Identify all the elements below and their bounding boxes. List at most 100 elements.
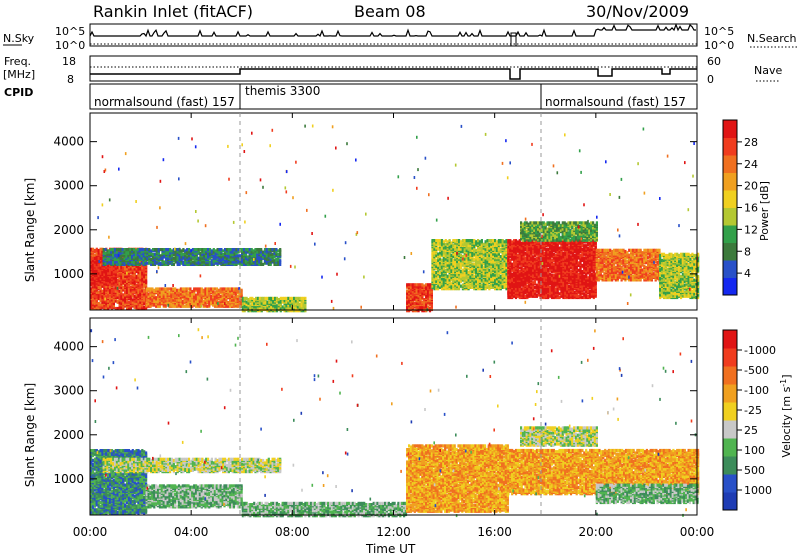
data-cell [210,287,212,290]
data-cell [203,248,205,251]
data-cell [116,248,118,251]
data-cell [187,287,189,290]
data-cell [237,248,239,251]
data-cell [182,260,184,263]
data-cell [118,248,120,251]
data-cell [276,304,278,307]
data-cell [275,258,277,261]
data-cell [209,260,211,263]
data-cell [270,248,272,251]
data-cell [435,286,437,289]
data-cell [139,263,141,266]
data-cell [159,287,161,290]
freq-tick-bottom: 8 [67,73,74,86]
data-cell [289,297,291,300]
data-cell [295,297,297,300]
data-cell [137,248,139,251]
data-cell [213,248,215,251]
data-cell [496,240,498,243]
data-cell [449,239,451,242]
data-cell [246,297,248,300]
data-cell [212,287,214,290]
data-cell [108,249,110,252]
data-cell [460,254,462,257]
data-cell [165,287,167,290]
data-cell [177,248,179,251]
data-cell [231,287,233,290]
data-cell [425,283,427,286]
data-cell [161,248,163,251]
data-cell [441,259,443,262]
data-cell [410,283,412,286]
data-cell [282,297,284,300]
data-cell [174,287,176,290]
data-cell [207,248,209,251]
data-cell [253,298,255,301]
nsky-line [90,25,696,36]
data-cell [475,240,477,243]
nave-label: Nave [754,64,782,77]
data-cell [421,301,423,304]
data-cell [146,248,148,251]
data-cell [445,243,447,246]
data-cell [272,253,274,256]
data-cell [217,248,219,251]
data-cell [255,297,257,300]
data-cell [182,253,184,256]
data-cell [441,239,443,242]
nsearch-tick-top: 10^5 [704,25,734,38]
data-cell [268,248,270,251]
data-cell [92,248,94,251]
data-cell [128,301,130,304]
cpid-label: CPID [4,86,33,99]
data-cell [122,293,124,296]
data-cell [120,248,122,251]
data-cell [100,303,102,306]
data-cell [163,287,165,290]
freq-label: Freq. [4,55,31,68]
data-cell [110,260,112,263]
data-cell [237,254,239,257]
data-cell [258,248,260,251]
data-cell [182,287,184,290]
data-cell [143,288,145,291]
data-cell [456,239,458,242]
data-cell [429,307,431,310]
data-cell [488,269,490,272]
data-cell [148,292,150,295]
data-cell [500,239,502,242]
data-cell [254,248,256,251]
data-cell [155,296,157,299]
data-cell [167,287,169,290]
data-cell [262,263,264,266]
data-cell [291,297,293,300]
data-cell [215,249,217,252]
data-cell [139,248,141,251]
data-cell [412,283,414,286]
data-cell [488,243,490,246]
data-cell [186,248,188,251]
data-cell [188,248,190,251]
data-cell [473,275,475,278]
data-cell [146,287,148,290]
data-cell [117,300,119,303]
data-cell [115,277,117,280]
data-cell [180,287,182,290]
data-cell [209,248,211,251]
data-cell [435,259,437,262]
data-cell [101,290,103,293]
data-cell [105,252,107,255]
data-cell [158,248,160,251]
data-cell [505,239,507,242]
data-cell [273,248,275,251]
data-cell [223,287,225,290]
data-cell [500,255,502,258]
data-cell [110,248,112,251]
data-cell [272,297,274,300]
data-cell [445,239,447,242]
data-cell [498,239,500,242]
data-cell [150,249,152,252]
data-cell [152,248,154,251]
data-cell [247,255,249,258]
